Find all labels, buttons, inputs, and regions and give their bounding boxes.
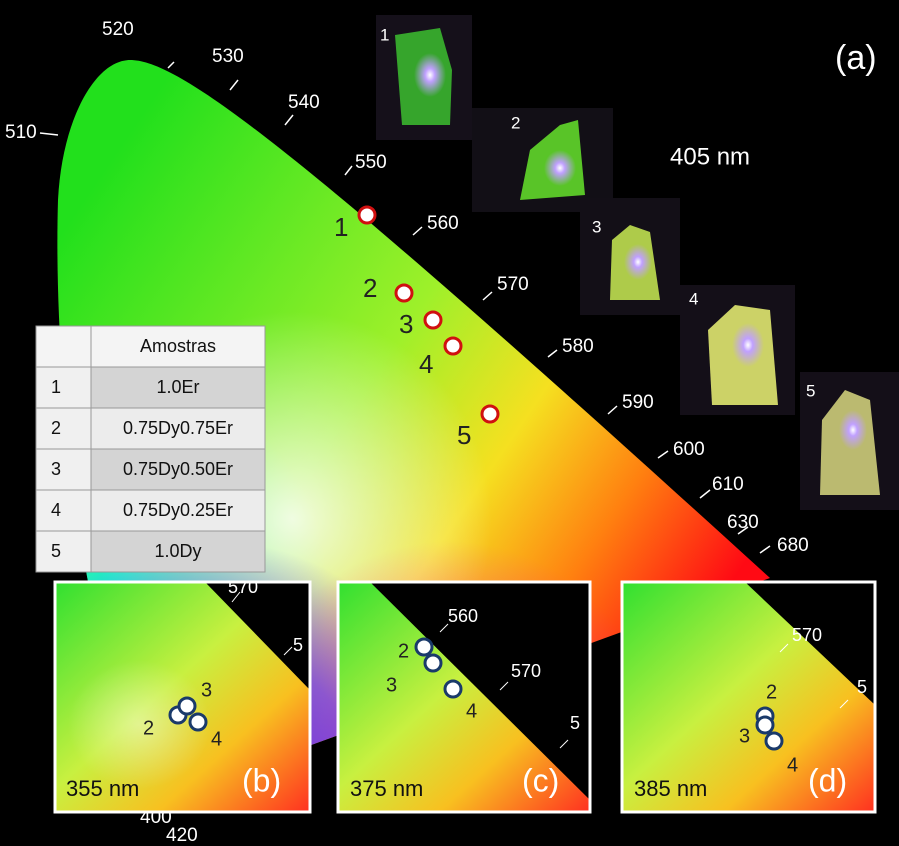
photo-label: 1: [380, 25, 389, 44]
inset: 570 5 2 3 4 385 nm (d): [620, 580, 877, 814]
panel-label: (a): [835, 39, 877, 77]
photo-label: 2: [511, 113, 520, 132]
inset-point-label: 4: [466, 700, 477, 722]
inset-panel-label: (b): [242, 762, 281, 798]
point: [357, 205, 377, 225]
table-text: Amostras 1 1.0Er 2 0.75Dy0.75Er 3 0.75Dy…: [51, 336, 233, 561]
inset: 570 5 2 3 4 355 nm (b): [53, 577, 312, 814]
wavelength-label: 560: [427, 213, 459, 234]
inset-wavelength-label: 560: [448, 606, 478, 626]
photo: 2: [472, 108, 613, 212]
sample-photos: 1 2 3 4 5: [376, 15, 899, 510]
point-label: 1: [334, 212, 348, 242]
photo: 4: [680, 285, 795, 415]
wavelength-label: 510: [5, 122, 37, 143]
inset-point-label: 3: [386, 674, 397, 696]
wavelength-label: 540: [288, 92, 320, 113]
inset-point-label: 2: [766, 681, 777, 703]
wavelength-label: 570: [497, 274, 529, 295]
inset-panel-label: (d): [808, 762, 847, 798]
table-cell: 3: [51, 459, 61, 479]
inset-point-label: 4: [787, 754, 798, 776]
wavelength-label: 590: [622, 392, 654, 413]
table-cell: 4: [51, 500, 61, 520]
inset-excitation: 385 nm: [634, 776, 707, 801]
point-labels: 1 2 3 4 5: [334, 212, 471, 450]
point: [394, 283, 414, 303]
table-cell: 1.0Dy: [154, 541, 201, 561]
wavelength-label: 610: [712, 474, 744, 495]
inset-point-label: 4: [211, 728, 222, 750]
wavelength-label: 520: [102, 19, 134, 40]
inset-point-label: 3: [739, 725, 750, 747]
point-label: 5: [457, 420, 471, 450]
inset-wavelength-label: 5: [293, 635, 303, 655]
wavelength-label: 600: [673, 439, 705, 460]
table-cell: 0.75Dy0.25Er: [123, 500, 233, 520]
inset-point-label: 2: [398, 640, 409, 662]
inset-wavelength-label: 5: [570, 713, 580, 733]
photo-label: 5: [806, 381, 815, 400]
wavelength-labels: 510 520 530 540 550 560 570 580 590 600 …: [5, 19, 809, 846]
inset: 560 570 5 2 3 4 375 nm (c): [336, 580, 592, 814]
photo-label: 4: [689, 289, 698, 308]
inset-excitation: 355 nm: [66, 776, 139, 801]
table-cell: 0.75Dy0.50Er: [123, 459, 233, 479]
samples-table: [35, 325, 266, 573]
wavelength-ticks: [39, 61, 771, 554]
point: [480, 404, 500, 424]
inset-wavelength-label: 570: [511, 661, 541, 681]
wavelength-label: 580: [562, 336, 594, 357]
wavelength-label: 420: [166, 825, 198, 846]
inset-excitation: 375 nm: [350, 776, 423, 801]
table-header: Amostras: [140, 336, 216, 356]
point: [423, 310, 443, 330]
wavelength-label: 550: [355, 152, 387, 173]
point-label: 4: [419, 349, 433, 379]
table-cell: 1.0Er: [156, 377, 199, 397]
wavelength-label: 680: [777, 535, 809, 556]
photo-label: 3: [592, 217, 601, 236]
inset-point-label: 3: [201, 679, 212, 701]
table-cell: 1: [51, 377, 61, 397]
excitation-label: 405 nm: [670, 143, 750, 170]
wavelength-label: 630: [727, 512, 759, 533]
point-label: 2: [363, 273, 377, 303]
wavelength-label: 530: [212, 46, 244, 67]
table-cell: 0.75Dy0.75Er: [123, 418, 233, 438]
point-label: 3: [399, 309, 413, 339]
inset-wavelength-label: 570: [228, 577, 258, 597]
photo: 1: [376, 15, 472, 140]
point: [443, 336, 463, 356]
table-cell: 2: [51, 418, 61, 438]
inset-wavelength-label: 570: [792, 625, 822, 645]
photo: 5: [800, 372, 899, 510]
inset-wavelength-label: 5: [857, 677, 867, 697]
inset-panel-label: (c): [522, 762, 559, 798]
photo: 3: [580, 198, 680, 315]
table-cell: 5: [51, 541, 61, 561]
inset-point-label: 2: [143, 717, 154, 739]
sample-points: [357, 205, 500, 424]
